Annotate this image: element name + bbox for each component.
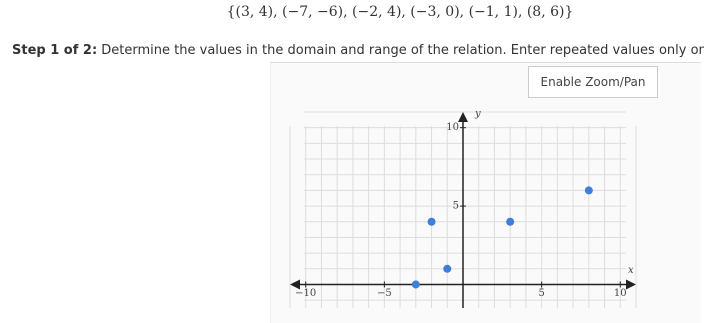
y-tick-label: 10 — [446, 122, 459, 133]
point — [584, 186, 593, 195]
axis-label: x — [628, 265, 634, 276]
relation: {(3, 4), (−7, −6), (−2, 4), (−3, 0), (−1… — [226, 4, 574, 20]
x-tick-label: 5 — [538, 288, 544, 299]
graph: x y −10 −5 5 10 5 10 — [289, 109, 637, 308]
zoom-button[interactable]: Enable Zoom/Pan — [528, 66, 658, 98]
y-tick-label: 5 — [453, 201, 459, 212]
graph-panel — [270, 62, 701, 323]
point — [506, 217, 515, 226]
arrow — [290, 279, 300, 290]
x-tick-label: 10 — [614, 288, 627, 299]
arrow — [626, 279, 636, 290]
axis-label: y — [474, 109, 481, 120]
x-tick-label: −10 — [295, 288, 316, 299]
step: Step 1 of 2: Determine the values in the… — [12, 43, 704, 58]
step-label: Step 1 of 2: — [12, 43, 98, 58]
x-tick-label: −5 — [377, 288, 392, 299]
point — [443, 264, 452, 273]
page: {(3, 4), (−7, −6), (−2, 4), (−3, 0), (−1… — [12, 4, 704, 323]
instruction: Determine the values in the domain and r… — [101, 43, 704, 58]
arrow — [458, 112, 468, 122]
point — [411, 280, 420, 289]
point — [427, 217, 436, 226]
